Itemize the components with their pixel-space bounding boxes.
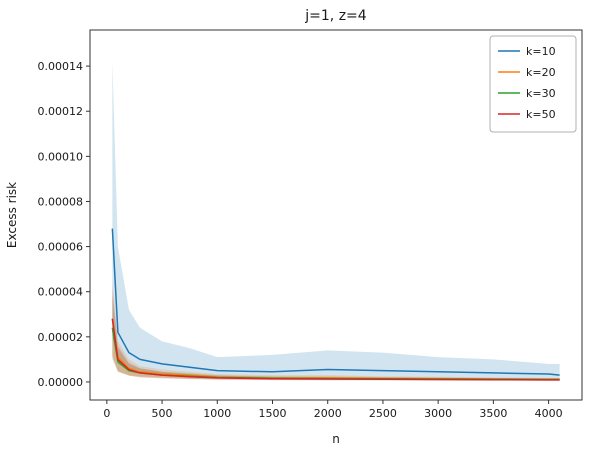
legend-label-k=30: k=30	[526, 87, 556, 100]
confidence-band-k=50	[112, 287, 560, 381]
y-tick-label: 0.00002	[38, 331, 84, 344]
series-line-k=10	[111, 228, 560, 376]
series-line-k=50	[111, 318, 560, 381]
y-tick-label: 0.00010	[38, 150, 84, 163]
x-tick-label: 2000	[314, 407, 342, 420]
y-tick-label: 0.00006	[38, 241, 84, 254]
x-tick-label: 0	[103, 407, 110, 420]
y-tick-label: 0.00000	[38, 376, 84, 389]
y-tick-label: 0.00008	[38, 195, 84, 208]
x-tick-label: 2500	[369, 407, 397, 420]
confidence-band-k=30	[112, 296, 560, 381]
x-tick-label: 1500	[258, 407, 286, 420]
x-tick-label: 3000	[424, 407, 452, 420]
x-axis-label: n	[332, 432, 340, 446]
legend-label-k=20: k=20	[526, 66, 556, 79]
y-tick-label: 0.00012	[38, 105, 84, 118]
x-tick-label: 500	[152, 407, 173, 420]
legend: k=10 k=20 k=30 k=50	[489, 35, 577, 133]
axes-frame	[89, 29, 583, 401]
y-axis-label: Excess risk	[5, 182, 19, 248]
legend-label-k=50: k=50	[526, 108, 556, 121]
confidence-band-k=20	[112, 280, 560, 381]
legend-label-k=10: k=10	[526, 45, 556, 58]
y-tick-label: 0.00014	[38, 60, 84, 73]
x-tick-label: 1000	[203, 407, 231, 420]
plot-area: 0 500 1000 1500 2000 2500 3000 3500 4000 0.00000 0…	[38, 29, 583, 420]
y-tick-label: 0.00004	[38, 286, 84, 299]
chart-title: j=1, z=4	[304, 8, 367, 24]
legend-box	[489, 35, 577, 133]
x-tick-label: 4000	[535, 407, 563, 420]
x-tick-label: 3500	[479, 407, 507, 420]
confidence-band-k=10	[112, 61, 560, 380]
